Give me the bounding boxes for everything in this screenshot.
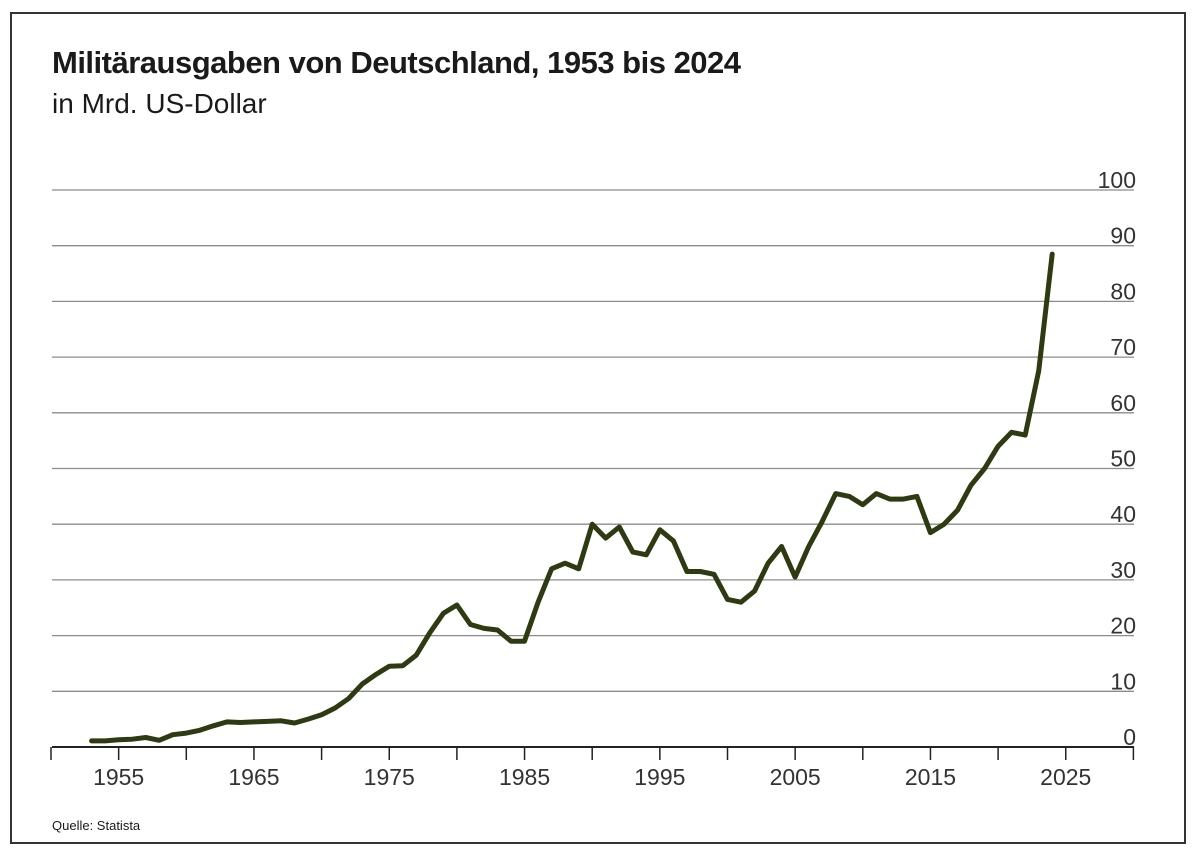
series-layer — [89, 251, 1055, 744]
series-line-0 — [89, 251, 1055, 744]
y-tick-label-60: 60 — [1110, 390, 1136, 416]
y-tick-label-20: 20 — [1110, 613, 1136, 639]
x-tick-label-1975: 1975 — [364, 764, 415, 790]
chart-title: Militärausgaben von Deutschland, 1953 bi… — [52, 45, 741, 80]
x-tick-label-2015: 2015 — [905, 764, 956, 790]
y-tick-label-80: 80 — [1110, 278, 1136, 304]
gridlines — [52, 189, 1134, 692]
source-note: Quelle: Statista — [52, 818, 141, 833]
chart-frame — [10, 12, 1186, 844]
y-tick-label-10: 10 — [1110, 668, 1136, 694]
y-tick-label-90: 90 — [1110, 223, 1136, 249]
y-tick-label-40: 40 — [1110, 501, 1136, 527]
y-tick-label-30: 30 — [1110, 557, 1136, 583]
y-tick-label-70: 70 — [1110, 334, 1136, 360]
x-axis: 1955 1965 1975 1985 1995 2005 2015 2025 — [50, 746, 1135, 790]
x-tick-label-2025: 2025 — [1040, 764, 1091, 790]
y-tick-label-100: 100 — [1098, 167, 1136, 193]
chart-subtitle: in Mrd. US-Dollar — [52, 88, 267, 119]
y-tick-label-50: 50 — [1110, 446, 1136, 472]
x-tick-label-1985: 1985 — [499, 764, 550, 790]
x-tick-label-1995: 1995 — [634, 764, 685, 790]
y-tick-label-0: 0 — [1123, 724, 1136, 750]
x-tick-label-1955: 1955 — [93, 764, 144, 790]
x-tick-label-1965: 1965 — [228, 764, 279, 790]
x-tick-label-2005: 2005 — [770, 764, 821, 790]
y-axis-labels: 0 10 20 30 40 50 60 70 80 90 100 — [1098, 167, 1136, 750]
